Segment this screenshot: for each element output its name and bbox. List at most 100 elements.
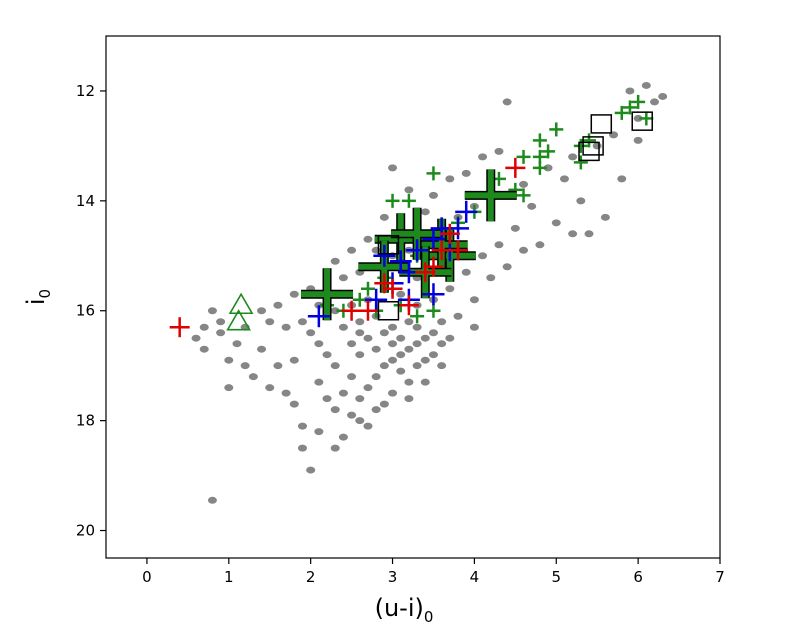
data-point-plus-blue [373,244,396,267]
data-point-dot [355,318,365,326]
data-point-dot [363,422,373,430]
data-point-dot [297,318,307,326]
data-point-plus-red [505,157,526,178]
data-point-dot [338,323,348,331]
data-point-dot [355,395,365,403]
data-point-dot [248,373,258,381]
data-point-dot [289,356,299,364]
x-axis-ticks: 0 1 2 3 4 5 6 7 [142,558,725,586]
data-point-dot [576,197,586,205]
data-point-square [590,114,613,134]
data-points-layer [169,81,668,504]
y-tick-label: 14 [76,192,95,210]
data-point-dot [379,400,389,408]
data-point-dot [363,334,373,342]
data-point-dot [568,153,578,161]
data-point-plus-red [374,273,395,294]
data-point-dot [437,340,447,348]
x-tick-label: 1 [224,568,234,586]
data-point-dot [396,334,406,342]
data-point-dot [388,340,398,348]
data-point-dot [322,351,332,359]
data-point-dot [379,329,389,337]
data-point-dot [297,444,307,452]
y-axis-label: i0 [22,289,54,305]
data-point-plus-small [614,105,629,120]
data-point-dot [207,496,217,504]
data-point-dot [371,406,381,414]
data-point-triangle [228,292,254,315]
data-point-dot [412,323,422,331]
data-point-plus-red [448,240,469,261]
data-point-dot [412,362,422,370]
x-tick-label: 5 [551,568,561,586]
data-point-dot [281,389,291,397]
data-point-dot [469,296,479,304]
data-point-dot [420,334,430,342]
data-point-dot [592,142,602,150]
data-point-dot [437,362,447,370]
data-point-dot [257,345,267,353]
data-point-dot [232,340,242,348]
y-tick-label: 20 [76,522,95,540]
data-point-dot [347,373,357,381]
data-point-plus-red [357,300,378,321]
data-point-plus-small [573,138,588,153]
data-point-dot [445,334,455,342]
data-point-plus-small [426,166,441,181]
data-point-dot [216,329,226,337]
data-point-dot [469,323,479,331]
data-point-dot [420,378,430,386]
data-point-plus-red [398,295,419,316]
data-point-dot [428,329,438,337]
data-point-dot [502,263,512,271]
data-point-dot [191,334,201,342]
data-point-dot [404,186,414,194]
data-point-dot [330,406,340,414]
data-point-plus-big-green [464,169,517,222]
x-tick-label: 7 [715,568,725,586]
data-point-dot [330,362,340,370]
data-point-plus-small [516,149,531,164]
data-point-dot [240,362,250,370]
data-point-plus-big-green [301,268,354,321]
data-point-dot [224,356,234,364]
data-point-dot [396,290,406,298]
data-point-dot [388,323,398,331]
data-point-plus-blue [406,239,429,262]
data-point-dot [494,241,504,249]
data-point-dot [437,318,447,326]
data-point-triangle [226,309,252,331]
data-point-dot [543,164,553,172]
data-point-dot [519,180,529,188]
data-point-dot [551,219,561,227]
data-point-dot [625,87,635,95]
data-point-plus-small [401,193,416,208]
x-tick-label: 6 [633,568,643,586]
data-point-dot [445,175,455,183]
data-point-dot [600,213,610,221]
data-point-dot [633,136,643,144]
data-point-plus-small [360,281,375,296]
data-point-dot [388,389,398,397]
data-point-dot [371,373,381,381]
data-point-plus-small [516,188,531,203]
data-point-dot [330,307,340,315]
data-point-dot [297,422,307,430]
data-point-dot [257,307,267,315]
data-point-plus-small [410,309,425,324]
data-point-dot [363,384,373,392]
data-point-dot [478,252,488,260]
data-point-dot [428,191,438,199]
data-point-plus-small [385,193,400,208]
data-point-plus-small [631,94,646,109]
data-point-dot [273,301,283,309]
data-point-dot [371,246,381,254]
data-point-plus-blue [422,283,445,306]
data-point-dot [396,367,406,375]
data-point-dot [650,98,660,106]
y-axis-ticks: 12 14 16 18 20 [76,82,106,540]
data-point-dot [420,356,430,364]
data-point-dot [510,224,520,232]
